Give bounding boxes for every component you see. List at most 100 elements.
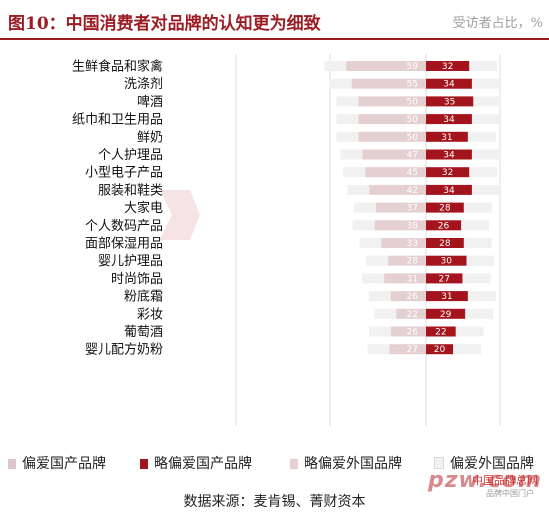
bar-foreign-slight (362, 149, 426, 160)
value-label-domestic: 31 (441, 292, 452, 302)
category-label: 粉底霜 (124, 289, 163, 305)
category-label: 服装和鞋类 (98, 182, 163, 198)
bar-foreign-strong (368, 291, 391, 302)
bar-foreign-slight (358, 96, 426, 107)
bar-foreign-strong (368, 326, 391, 337)
bar-domestic-slight (426, 255, 467, 266)
value-label-foreign: 27 (407, 345, 418, 355)
bar-domestic-slight (426, 167, 470, 178)
bar-foreign-strong-right (471, 149, 500, 160)
bar-domestic-slight (426, 61, 470, 71)
value-label-domestic: 28 (439, 239, 451, 249)
bar-foreign-strong (362, 273, 385, 284)
value-label-foreign: 55 (407, 80, 418, 90)
bar-foreign-strong (347, 184, 370, 195)
unit-note: 受访者占比，% (452, 16, 543, 31)
bar-foreign-slight (358, 131, 426, 142)
legend-swatch (140, 459, 148, 469)
bar-foreign-strong (366, 255, 389, 266)
bar-foreign-slight (384, 273, 426, 284)
bar-domestic-slight (426, 220, 462, 231)
bar-foreign-strong-right (471, 78, 500, 89)
bar-domestic-slight (426, 202, 464, 213)
legend-item-foreign-slight: 略偏爱外国品牌 (290, 453, 402, 473)
value-label-foreign: 59 (407, 62, 419, 72)
value-label-domestic: 34 (443, 80, 455, 90)
legend: 偏爱国产品牌 略偏爱国产品牌 略偏爱外国品牌 偏爱外国品牌 (0, 451, 549, 473)
site-watermark: pzw.com 中国品牌总网 品牌中国门户 (428, 468, 543, 508)
bar-foreign-strong (324, 61, 347, 71)
bar-foreign-slight (346, 61, 426, 71)
watermark-site: 中国品牌总网 (472, 474, 538, 487)
legend-item-domestic-strong: 偏爱国产品牌 (8, 453, 106, 473)
value-label-domestic: 20 (434, 345, 446, 355)
bar-foreign-slight (396, 308, 426, 319)
value-label-domestic: 29 (440, 310, 452, 320)
bar-foreign-strong (336, 96, 359, 107)
value-label-foreign: 33 (407, 239, 418, 249)
watermark-logo: pzw.com (428, 468, 542, 493)
bar-domestic-slight (426, 184, 472, 195)
bar-foreign-strong (367, 344, 390, 355)
legend-item-foreign-strong: 偏爱外国品牌 (434, 453, 534, 473)
value-label-foreign: 38 (407, 221, 419, 231)
category-label: 婴儿配方奶粉 (85, 342, 163, 358)
bar-foreign-slight (390, 291, 426, 302)
legend-swatch (290, 459, 298, 469)
bar-foreign-strong-right (463, 202, 492, 213)
value-label-domestic: 34 (443, 115, 455, 125)
value-label-foreign: 31 (407, 274, 418, 284)
bar-foreign-slight (390, 326, 426, 337)
value-label-domestic: 34 (443, 186, 455, 196)
value-label-foreign: 45 (407, 168, 418, 178)
bar-foreign-strong (352, 220, 375, 231)
bar-foreign-slight (388, 255, 426, 266)
category-label: 大家电 (124, 200, 163, 216)
category-label: 小型电子产品 (85, 166, 163, 181)
category-label: 时尚饰品 (111, 272, 163, 287)
bar-foreign-slight (374, 220, 426, 231)
bar-domestic-slight (426, 326, 456, 337)
value-label-foreign: 26 (407, 292, 419, 302)
category-label: 生鲜食品和家禽 (72, 59, 163, 75)
category-label: 面部保湿用品 (85, 237, 163, 252)
value-label-domestic: 30 (441, 257, 453, 267)
bar-foreign-strong-right (453, 344, 481, 355)
bar-foreign-slight (369, 184, 426, 195)
bar-domestic-slight (426, 114, 472, 125)
value-label-foreign: 28 (407, 257, 419, 267)
title-rule (0, 38, 549, 40)
legend-label: 偏爱外国品牌 (450, 456, 534, 472)
value-label-domestic: 28 (439, 204, 451, 214)
value-label-domestic: 27 (438, 274, 449, 284)
legend-item-domestic-slight: 略偏爱国产品牌 (140, 453, 252, 473)
bar-domestic-slight (426, 238, 464, 248)
bar-foreign-strong-right (466, 255, 495, 266)
value-label-foreign: 22 (407, 310, 418, 320)
bar-foreign-strong-right (461, 220, 490, 231)
category-label: 个人数码产品 (85, 219, 163, 234)
value-label-domestic: 32 (442, 168, 453, 178)
value-label-domestic: 32 (442, 62, 453, 72)
bar-foreign-strong-right (465, 308, 494, 319)
category-label: 洗涤剂 (124, 77, 163, 92)
source-note: 数据来源：麦肯锡、菁财资本 (183, 494, 366, 510)
value-label-foreign: 47 (407, 151, 418, 161)
bar-domestic-slight (426, 131, 468, 142)
bar-domestic-slight (426, 96, 474, 107)
bar-domestic-slight (426, 149, 472, 160)
bar-foreign-strong-right (469, 167, 498, 178)
legend-label: 偏爱国产品牌 (22, 456, 106, 472)
bar-foreign-strong-right (462, 273, 491, 284)
bar-domestic-slight (426, 273, 463, 284)
legend-label: 略偏爱国产品牌 (154, 456, 252, 472)
bar-domestic-slight (426, 308, 466, 319)
chart-title: 图10：中国消费者对品牌的认知更为细致 (8, 14, 321, 34)
bar-foreign-strong-right (473, 96, 502, 107)
category-label: 啤酒 (137, 95, 163, 110)
bar-foreign-slight (351, 78, 426, 89)
title-bar: 图10：中国消费者对品牌的认知更为细致 受访者占比，% (0, 0, 549, 40)
chart-plot: 59 32 生鲜食品和家禽 55 34 洗涤剂 50 35 啤酒 50 34 纸巾和卫生用品 50 31 鲜… (72, 54, 502, 426)
bar-domestic-slight (426, 291, 468, 302)
value-label-domestic: 22 (435, 328, 446, 338)
